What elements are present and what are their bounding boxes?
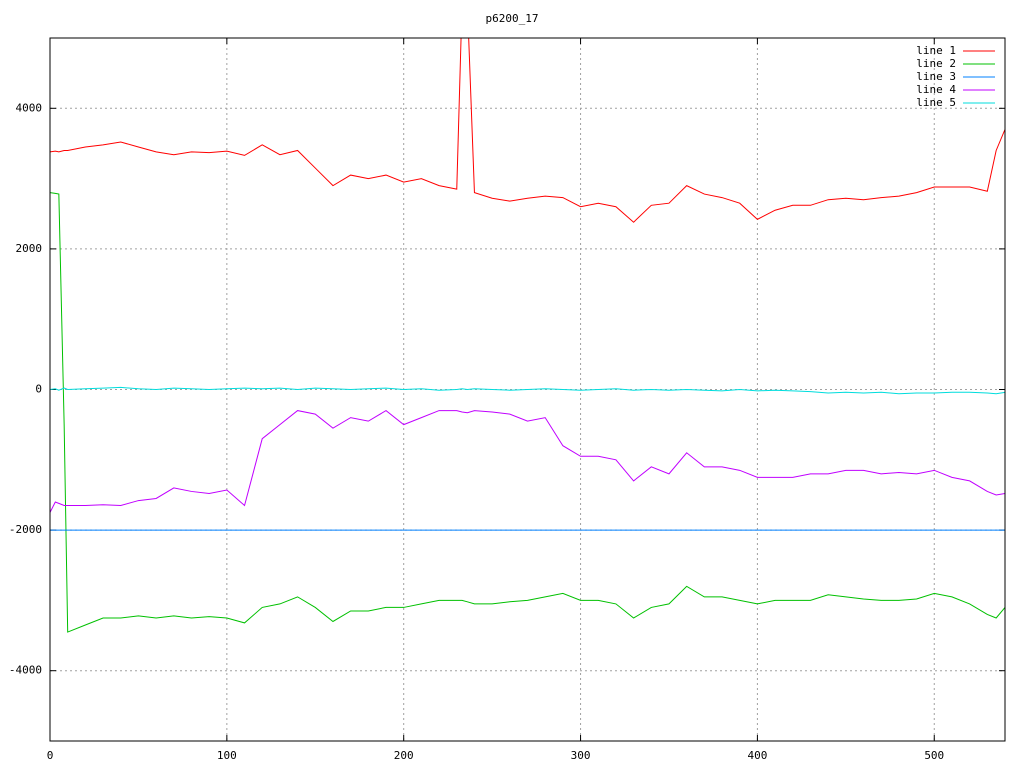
y-tick-label: 2000 — [16, 242, 43, 255]
line-series — [50, 409, 1005, 513]
legend-label: line 5 — [916, 96, 956, 109]
y-tick-label: 4000 — [16, 101, 43, 114]
x-tick-label: 300 — [571, 749, 591, 762]
plot-area — [50, 38, 1005, 633]
x-tick-label: 200 — [394, 749, 414, 762]
line-series — [50, 38, 1005, 223]
legend-label: line 1 — [916, 44, 956, 57]
y-tick-label: 0 — [35, 383, 42, 396]
x-tick-label: 0 — [47, 749, 54, 762]
x-tick-label: 400 — [747, 749, 767, 762]
legend-label: line 2 — [916, 57, 956, 70]
x-tick-label: 100 — [217, 749, 237, 762]
legend-label: line 3 — [916, 70, 956, 83]
y-tick-label: -2000 — [9, 523, 42, 536]
chart-title: p6200_17 — [486, 12, 539, 25]
x-tick-label: 500 — [924, 749, 944, 762]
y-tick-label: -4000 — [9, 664, 42, 677]
legend-label: line 4 — [916, 83, 956, 96]
plot-border — [49, 37, 1006, 742]
line-series — [50, 386, 1005, 395]
line-series — [50, 192, 1005, 633]
